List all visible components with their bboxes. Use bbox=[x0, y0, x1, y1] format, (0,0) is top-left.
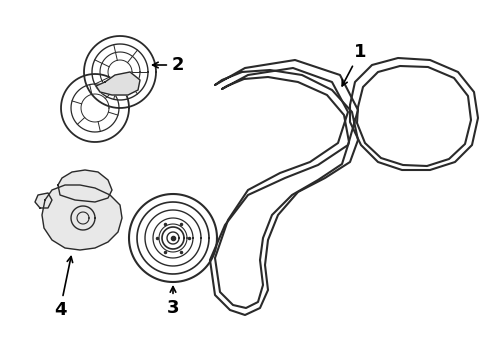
Polygon shape bbox=[58, 170, 112, 202]
Text: 4: 4 bbox=[54, 257, 73, 319]
Text: 2: 2 bbox=[153, 56, 185, 74]
Polygon shape bbox=[35, 193, 52, 208]
Text: 3: 3 bbox=[167, 287, 179, 317]
Text: 1: 1 bbox=[342, 43, 366, 86]
Polygon shape bbox=[42, 185, 122, 250]
Polygon shape bbox=[96, 72, 140, 95]
